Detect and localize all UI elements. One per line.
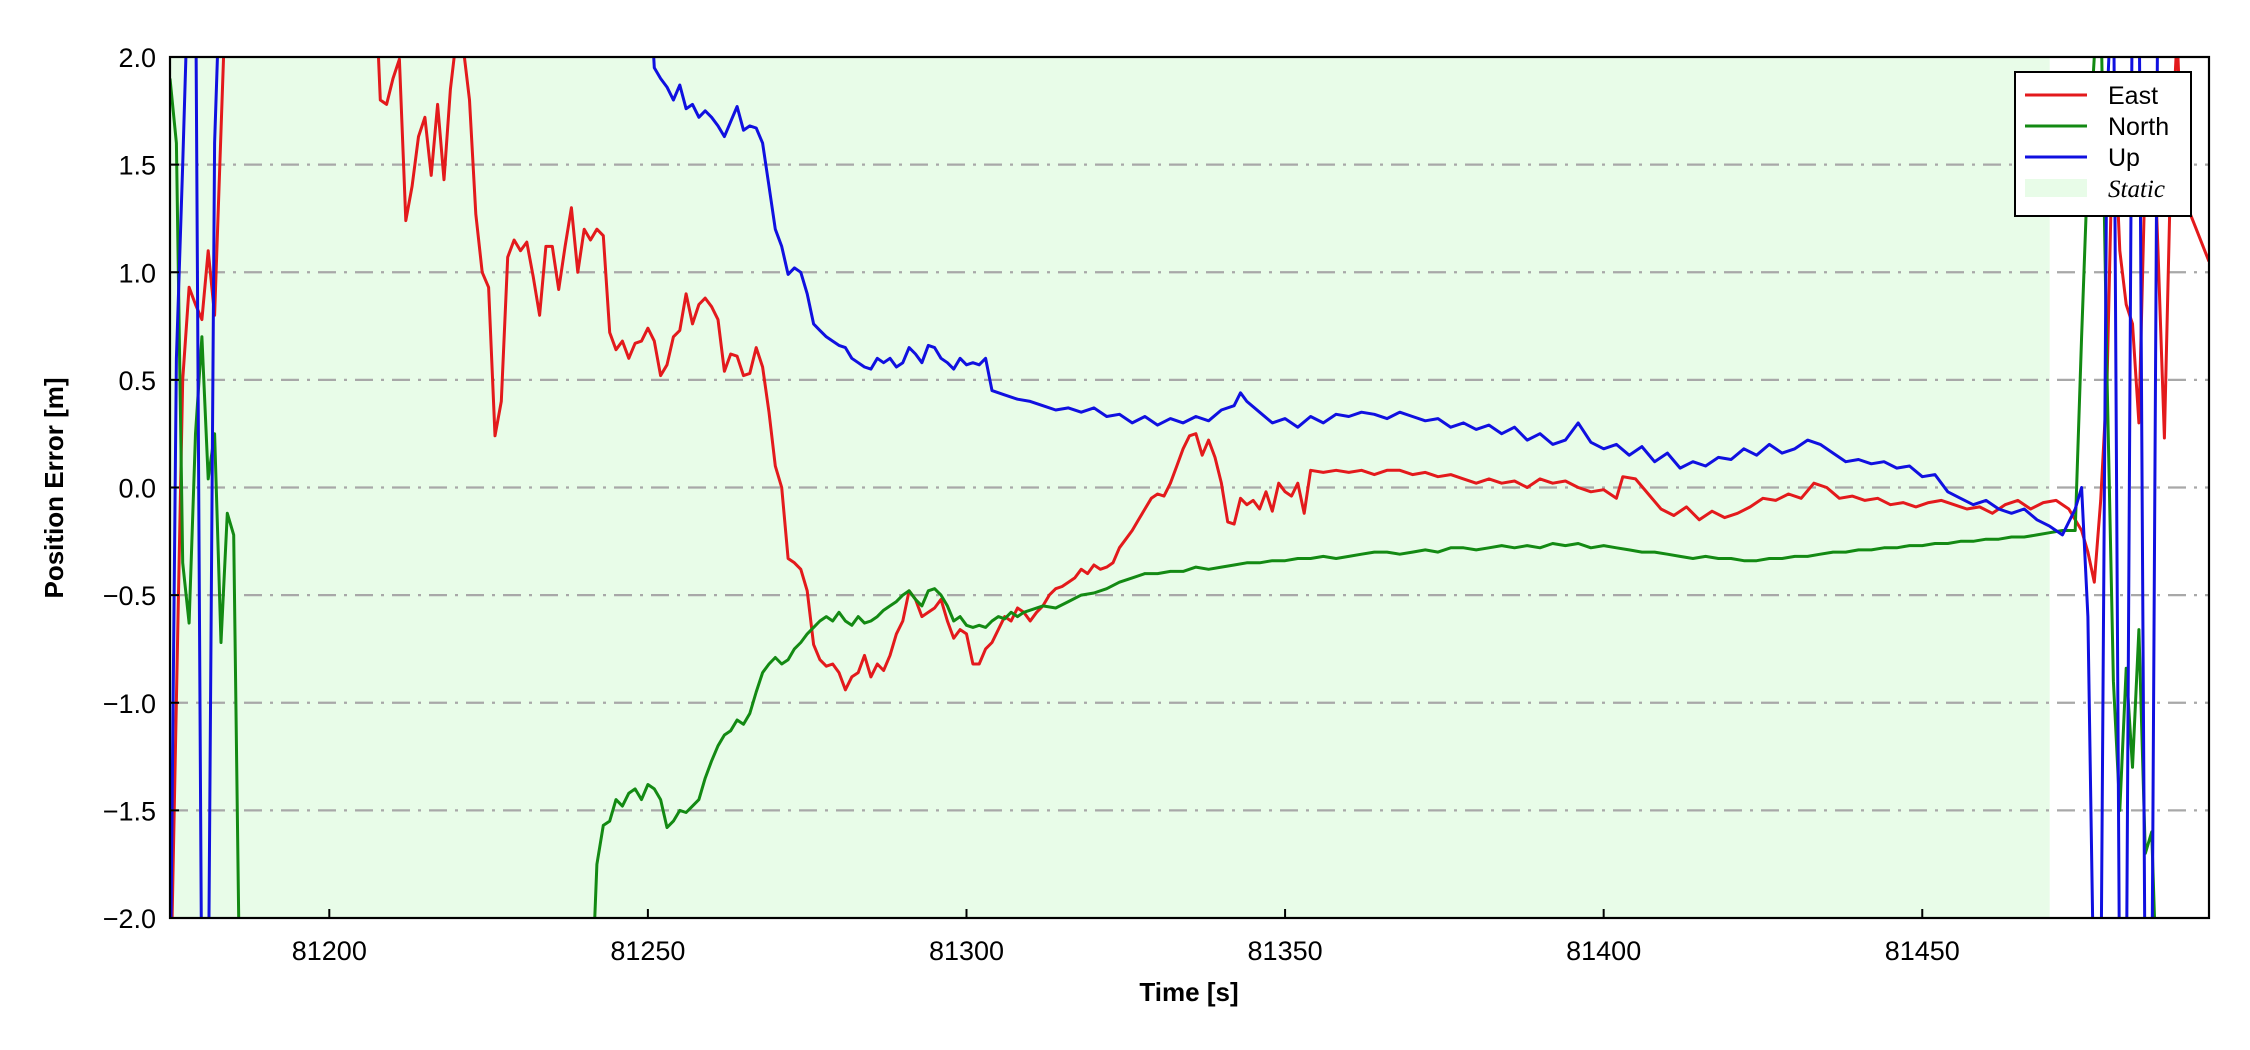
y-tick-label-7: 1.5 <box>118 151 156 181</box>
y-tick-label-0: −2.0 <box>103 904 156 934</box>
x-axis-ticks: 81200 81250 81300 81350 81400 81450 <box>292 909 1960 966</box>
y-gridlines <box>170 163 2209 812</box>
y-tick-label-6: 1.0 <box>118 258 156 288</box>
y-tick-label-4: 0.0 <box>118 474 156 504</box>
y-tick-label-5: 0.5 <box>118 366 156 396</box>
x-tick-label-1: 81250 <box>610 936 685 966</box>
y-axis-ticks: −2.0 −1.5 −1.0 −0.5 0.0 0.5 1.0 1.5 2.0 <box>103 43 179 934</box>
y-axis-title: Position Error [m] <box>39 377 69 598</box>
y-tick-label-1: −1.5 <box>103 796 156 826</box>
x-tick-label-2: 81300 <box>929 936 1004 966</box>
x-tick-label-0: 81200 <box>292 936 367 966</box>
y-tick-label-3: −0.5 <box>103 581 156 611</box>
series-line-east <box>170 57 2209 918</box>
x-tick-label-5: 81450 <box>1885 936 1960 966</box>
series-line-up <box>170 57 2159 918</box>
x-tick-label-4: 81400 <box>1566 936 1641 966</box>
legend-label-east: East <box>2108 82 2158 110</box>
legend-label-north: North <box>2108 113 2169 141</box>
legend-label-up: Up <box>2108 144 2140 172</box>
series-group <box>170 57 2209 918</box>
legend-swatch-static <box>2025 179 2087 197</box>
series-line-north <box>170 57 2157 918</box>
legend-label-static: Static <box>2108 176 2165 203</box>
legend: East North Up Static <box>2014 71 2192 217</box>
y-tick-label-8: 2.0 <box>118 43 156 73</box>
x-tick-label-3: 81350 <box>1248 936 1323 966</box>
x-axis-title: Time [s] <box>1139 977 1238 1007</box>
y-tick-label-2: −1.0 <box>103 689 156 719</box>
